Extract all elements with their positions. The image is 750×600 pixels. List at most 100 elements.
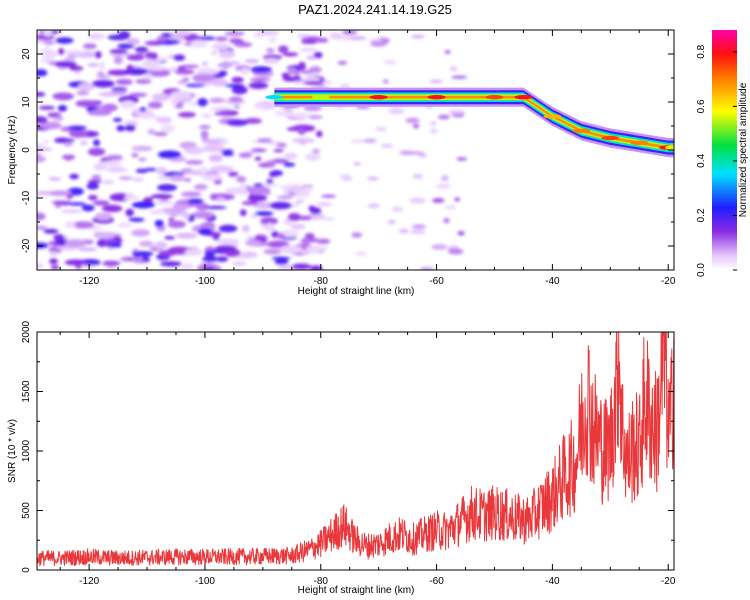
spectrogram-noise-cell bbox=[315, 202, 333, 207]
spectrogram-noise-cell bbox=[54, 60, 77, 68]
spectrogram-noise-cell bbox=[196, 68, 219, 75]
spectrogram-noise-cell bbox=[136, 51, 147, 55]
spectrogram-noise-cell bbox=[288, 186, 304, 193]
spectrogram-noise-cell bbox=[266, 240, 290, 248]
spectrogram-noise-cell bbox=[150, 194, 173, 199]
spectrogram-noise-cell bbox=[112, 117, 123, 122]
spectrogram-noise-cell bbox=[205, 205, 227, 210]
spectrogram-noise-cell bbox=[86, 182, 99, 190]
spectrogram-noise-cell bbox=[265, 160, 276, 166]
spectrogram-noise-cell bbox=[243, 118, 262, 124]
spectrogram-noise-cell bbox=[269, 201, 293, 210]
spectrogram-noise-cell bbox=[138, 240, 154, 247]
spectrogram-noise-cell bbox=[176, 66, 186, 70]
spectrogram-ridge-peak bbox=[369, 95, 388, 100]
spectrogram-noise-cell bbox=[116, 125, 126, 132]
spectrogram-noise-cell bbox=[224, 83, 245, 88]
spectrogram-noise-cell bbox=[202, 144, 225, 153]
spectrogram-noise-cell bbox=[87, 62, 99, 67]
spectrogram-noise-cell bbox=[157, 150, 182, 159]
spectrogram-noise-cell bbox=[80, 140, 88, 145]
spectrogram-noise-cell bbox=[266, 179, 274, 184]
spectrogram-noise-cell bbox=[65, 154, 72, 162]
spectrogram-noise-cell bbox=[52, 92, 75, 101]
spectrogram-noise-cell bbox=[101, 204, 123, 213]
spectrogram-noise-cell bbox=[276, 232, 285, 239]
spectrogram-noise-cell bbox=[291, 137, 315, 143]
spectrogram-noise-cell bbox=[91, 79, 115, 88]
spectrogram-noise-cell bbox=[212, 42, 230, 50]
spectrogram-noise-cell bbox=[412, 173, 424, 179]
spectrogram-noise-cell bbox=[429, 80, 444, 83]
spectrogram-noise-cell bbox=[63, 50, 86, 55]
spectrogram-noise-cell bbox=[440, 175, 449, 182]
spectrogram-noise-cell bbox=[234, 42, 253, 48]
spectrogram-noise-cell bbox=[444, 50, 451, 54]
spectrogram-noise-cell bbox=[201, 132, 209, 141]
spectrogram-noise-cell bbox=[388, 108, 405, 115]
spectrogram-noise-cell bbox=[75, 100, 98, 108]
colorbar-tick-label: 0.2 bbox=[696, 208, 707, 222]
spectrogram-noise-cell bbox=[305, 153, 321, 161]
spectrogram-noise-cell bbox=[182, 77, 190, 82]
snr-xtick-label: -20 bbox=[661, 576, 676, 587]
spectrogram-noise-cell bbox=[201, 61, 208, 66]
spectrogram-noise-cell bbox=[87, 179, 103, 184]
spectrogram-noise-cell bbox=[64, 239, 87, 248]
spectrogram-noise-cell bbox=[157, 176, 170, 181]
spectrogram-noise-cell bbox=[65, 221, 76, 228]
colorbar: 0.0 0.2 0.4 0.6 0.8 Normalized spectral ampl… bbox=[696, 30, 749, 277]
spectrogram-noise-cell bbox=[78, 82, 95, 91]
spectrogram-noise-cell bbox=[282, 76, 302, 82]
figure-title: PAZ1.2024.241.14.19.G25 bbox=[298, 2, 452, 17]
spectrogram-noise-cell bbox=[300, 70, 313, 74]
spectrogram-noise-cell bbox=[98, 160, 123, 167]
spectrogram-noise-cell bbox=[170, 90, 192, 100]
spectrogram-noise-cell bbox=[109, 49, 128, 55]
spectrogram-noise-cell bbox=[131, 152, 139, 158]
spectrogram-noise-cell bbox=[126, 54, 145, 61]
spectrogram-noise-cell bbox=[253, 104, 269, 109]
spectrogram-noise-cell bbox=[306, 246, 324, 254]
spectrogram-noise-cell bbox=[363, 138, 377, 143]
spectrogram-noise-cell bbox=[313, 51, 323, 59]
spectrogram-noise-cell bbox=[69, 129, 88, 138]
spectrogram-noise-cell bbox=[321, 194, 337, 198]
spectrogram-noise-cell bbox=[147, 68, 171, 77]
spectrogram-ridge-peak bbox=[427, 95, 446, 100]
spectrogram-noise-cell bbox=[98, 61, 106, 70]
snr-y-axis: 0 500 1000 1500 2000 bbox=[21, 320, 674, 573]
spectrogram-ytick-label: -10 bbox=[21, 190, 32, 205]
spectrogram-noise-cell bbox=[102, 260, 121, 267]
spectrogram-noise-cell bbox=[126, 64, 134, 72]
spectrogram-noise-cell bbox=[412, 123, 420, 129]
spectrogram-noise-cell bbox=[321, 80, 334, 85]
spectrogram-noise-cell bbox=[262, 182, 278, 187]
spectrogram-noise-cell bbox=[134, 46, 149, 53]
spectrogram-noise-cell bbox=[367, 176, 379, 181]
spectrogram-noise-cell bbox=[111, 87, 128, 91]
spectrogram-noise-cell bbox=[380, 144, 394, 148]
spectrogram-noise-cell bbox=[174, 69, 195, 75]
spectrogram-noise-cell bbox=[215, 245, 237, 252]
spectrogram-noise-cell bbox=[179, 141, 197, 149]
spectrogram-xtick-label: -20 bbox=[661, 276, 676, 287]
spectrogram-noise-cell bbox=[53, 116, 65, 121]
spectrogram-noise-cell bbox=[153, 132, 168, 137]
spectrogram-noise-cell bbox=[231, 85, 248, 95]
spectrogram-noise-cell bbox=[131, 177, 144, 182]
spectrogram-noise-cell bbox=[226, 119, 249, 126]
spectrogram-noise-cell bbox=[201, 174, 223, 181]
spectrogram-noise-cell bbox=[238, 152, 253, 159]
spectrogram-noise-cell bbox=[155, 116, 172, 124]
spectrogram-noise-cell bbox=[367, 203, 380, 208]
spectrogram-noise-cell bbox=[266, 47, 275, 54]
spectrogram-noise-cell bbox=[227, 171, 239, 177]
spectrogram-noise-cell bbox=[138, 157, 147, 162]
spectrogram-noise-cell bbox=[253, 33, 265, 38]
spectrogram-noise-cell bbox=[248, 81, 269, 90]
spectrogram-noise-cell bbox=[147, 101, 163, 109]
spectrogram-noise-cell bbox=[156, 35, 168, 42]
spectrogram-noise-cell bbox=[241, 251, 258, 258]
spectrogram-noise-cell bbox=[221, 152, 235, 157]
